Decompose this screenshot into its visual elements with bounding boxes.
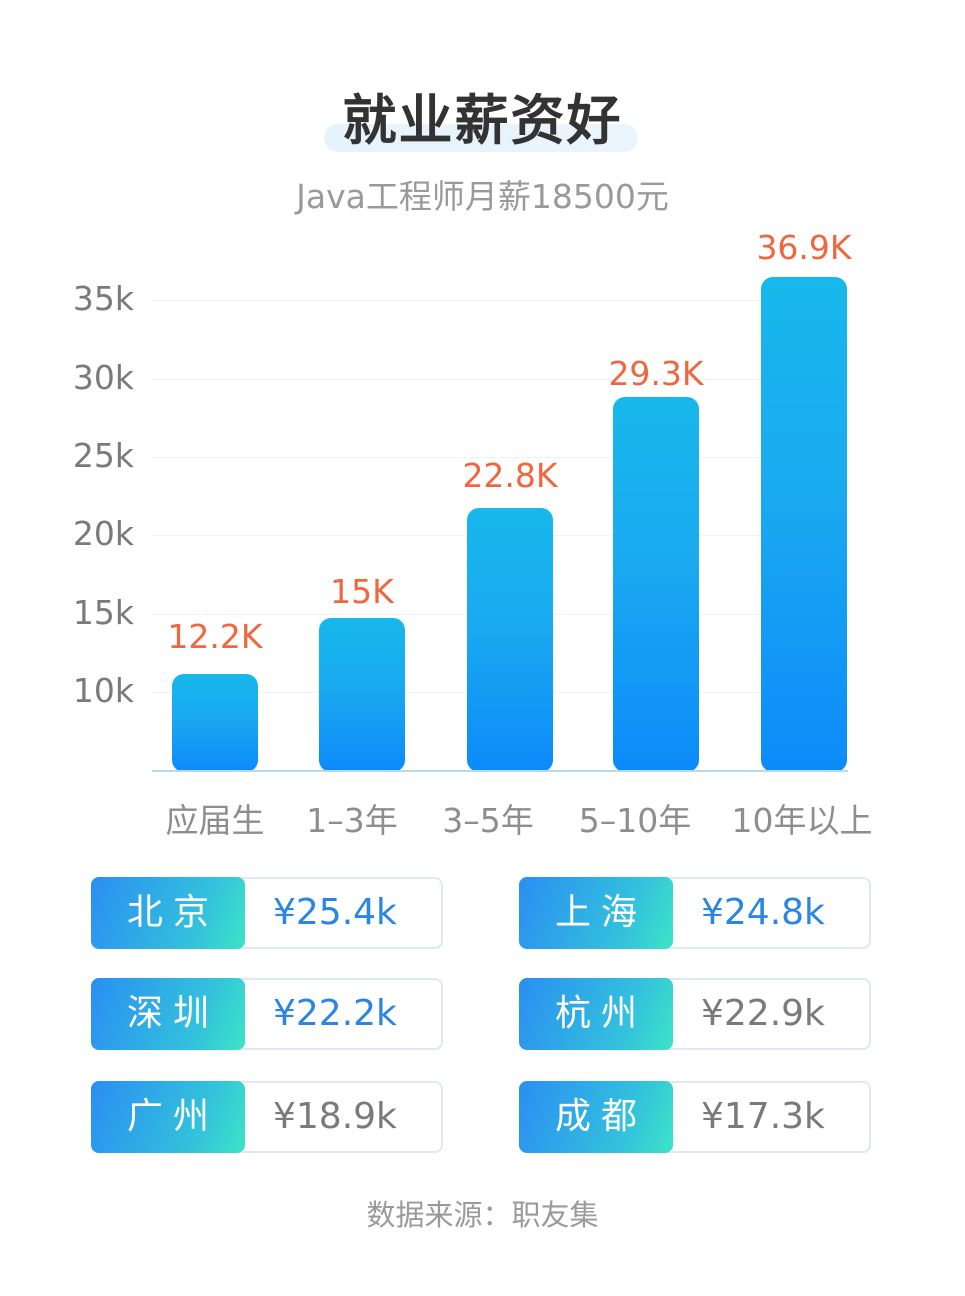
salary-bar-chart: 35k 30k 25k 20k 15k 10k 12.2K 15K 22.8K … <box>72 228 873 840</box>
city-salary: ¥22.9k <box>701 993 825 1034</box>
page-subtitle: Java工程师月薪18500元 <box>296 177 669 216</box>
bar-1-3-years <box>319 618 405 772</box>
gridline <box>152 457 848 458</box>
bar-10-plus-years <box>761 277 847 772</box>
bar-fresh-graduate <box>172 674 258 772</box>
city-salary: ¥17.3k <box>701 1096 825 1137</box>
bar-5-10-years <box>613 397 699 772</box>
city-salary: ¥24.8k <box>701 892 825 933</box>
y-tick: 10k <box>72 671 134 710</box>
city-name: 杭州 <box>519 978 673 1050</box>
y-tick: 25k <box>72 436 134 475</box>
bar-value-label: 36.9K <box>756 228 852 267</box>
city-salary: ¥25.4k <box>273 892 397 933</box>
bar-value-label: 12.2K <box>167 617 263 656</box>
city-card-shenzhen: 深圳 ¥22.2k <box>91 978 443 1050</box>
city-name: 成都 <box>519 1081 673 1153</box>
x-tick: 10年以上 <box>731 801 873 840</box>
y-tick: 35k <box>72 279 134 318</box>
x-axis-line <box>152 770 848 772</box>
y-tick: 30k <box>72 358 134 397</box>
city-salary: ¥22.2k <box>273 993 397 1034</box>
city-name: 广州 <box>91 1081 245 1153</box>
data-source: 数据来源：职友集 <box>366 1198 599 1232</box>
x-tick: 5–10年 <box>578 801 692 840</box>
gridline <box>152 300 848 301</box>
y-tick: 20k <box>72 514 134 553</box>
city-card-guangzhou: 广州 ¥18.9k <box>91 1081 443 1153</box>
bar-value-label: 22.8K <box>462 456 558 495</box>
x-tick: 3–5年 <box>442 801 534 840</box>
y-tick: 15k <box>72 593 134 632</box>
city-card-chengdu: 成都 ¥17.3k <box>519 1081 871 1153</box>
x-tick: 1–3年 <box>306 801 398 840</box>
gridline <box>152 379 848 380</box>
city-card-beijing: 北京 ¥25.4k <box>91 877 443 949</box>
title-highlight <box>324 124 638 152</box>
bar-3-5-years <box>467 508 553 772</box>
city-card-shanghai: 上海 ¥24.8k <box>519 877 871 949</box>
x-tick: 应届生 <box>165 801 265 840</box>
city-name: 上海 <box>519 877 673 949</box>
bar-value-label: 29.3K <box>608 354 704 393</box>
bar-value-label: 15K <box>330 572 394 611</box>
city-card-hangzhou: 杭州 ¥22.9k <box>519 978 871 1050</box>
page-title: 就业薪资好 <box>342 89 623 152</box>
city-salary: ¥18.9k <box>273 1096 397 1137</box>
city-name: 北京 <box>91 877 245 949</box>
city-name: 深圳 <box>91 978 245 1050</box>
